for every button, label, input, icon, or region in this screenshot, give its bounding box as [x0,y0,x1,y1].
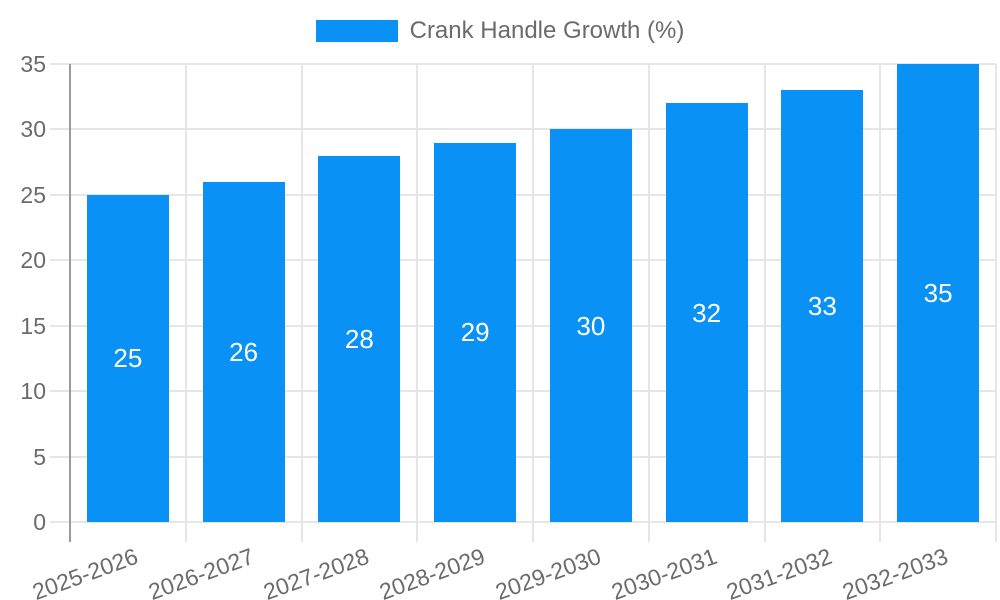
x-axis-tick-label: 2026-2027 [144,542,257,600]
y-axis-tick-label: 10 [20,378,46,405]
x-axis-tick [763,522,766,542]
x-axis-tick [184,522,187,542]
y-gridline [50,521,996,523]
bar-value-label: 26 [229,336,259,367]
bar[interactable] [781,90,864,522]
x-axis-tick-label: 2031-2032 [723,542,836,600]
y-gridline [50,324,996,327]
y-axis-line [69,64,71,522]
x-gridline [184,64,187,522]
bar-value-label: 32 [692,297,722,328]
y-gridline [50,455,996,458]
x-axis-tick-label: 2028-2029 [376,542,489,600]
x-gridline [532,64,534,522]
x-gridline [647,64,650,522]
y-axis-tick-label: 5 [33,443,46,470]
y-axis-tick-label: 0 [33,509,46,535]
x-axis-tick-label: 2030-2031 [607,542,720,600]
bar[interactable] [665,103,748,522]
x-axis-tick-label: 2029-2030 [491,542,605,600]
bar[interactable] [897,64,980,522]
x-axis-tick [879,522,882,542]
x-gridline [995,64,997,522]
bar-value-label: 28 [344,323,374,354]
bar[interactable] [549,129,632,522]
x-axis-tick [69,522,71,542]
bar-value-label: 29 [460,317,490,348]
legend-swatch-icon [315,20,398,42]
x-axis-tick [995,522,997,542]
bar-value-label: 25 [113,343,143,374]
bar[interactable] [434,142,517,522]
x-axis-tick-label: 2032-2033 [839,542,952,600]
bar[interactable] [202,181,285,522]
bar[interactable] [318,155,401,522]
x-gridline [763,64,766,522]
bar-value-label: 35 [923,278,953,308]
x-gridline [300,64,303,522]
y-gridline [50,128,996,131]
bar[interactable] [86,194,169,522]
y-gridline [50,390,996,393]
y-axis-tick-label: 30 [20,116,46,143]
y-gridline [50,63,996,65]
y-axis-tick-label: 25 [20,181,46,208]
bar-value-label: 33 [807,291,837,322]
y-axis-tick-label: 35 [20,51,46,77]
y-axis-tick-label: 15 [20,312,46,339]
x-axis-tick-label: 2025-2026 [28,542,142,600]
x-axis-tick [532,522,534,542]
y-axis-tick-label: 20 [20,247,46,274]
x-axis-tick [416,522,419,542]
chart-legend[interactable]: Crank Handle Growth (%) [0,18,1000,44]
x-gridline [416,64,419,522]
y-gridline [50,193,996,196]
x-axis-tick [647,522,650,542]
x-gridline [879,64,882,522]
legend-label: Crank Handle Growth (%) [409,17,685,44]
bar-value-label: 30 [576,310,606,341]
y-gridline [50,259,996,262]
x-axis-tick-label: 2027-2028 [260,542,373,600]
x-axis-tick [300,522,303,542]
